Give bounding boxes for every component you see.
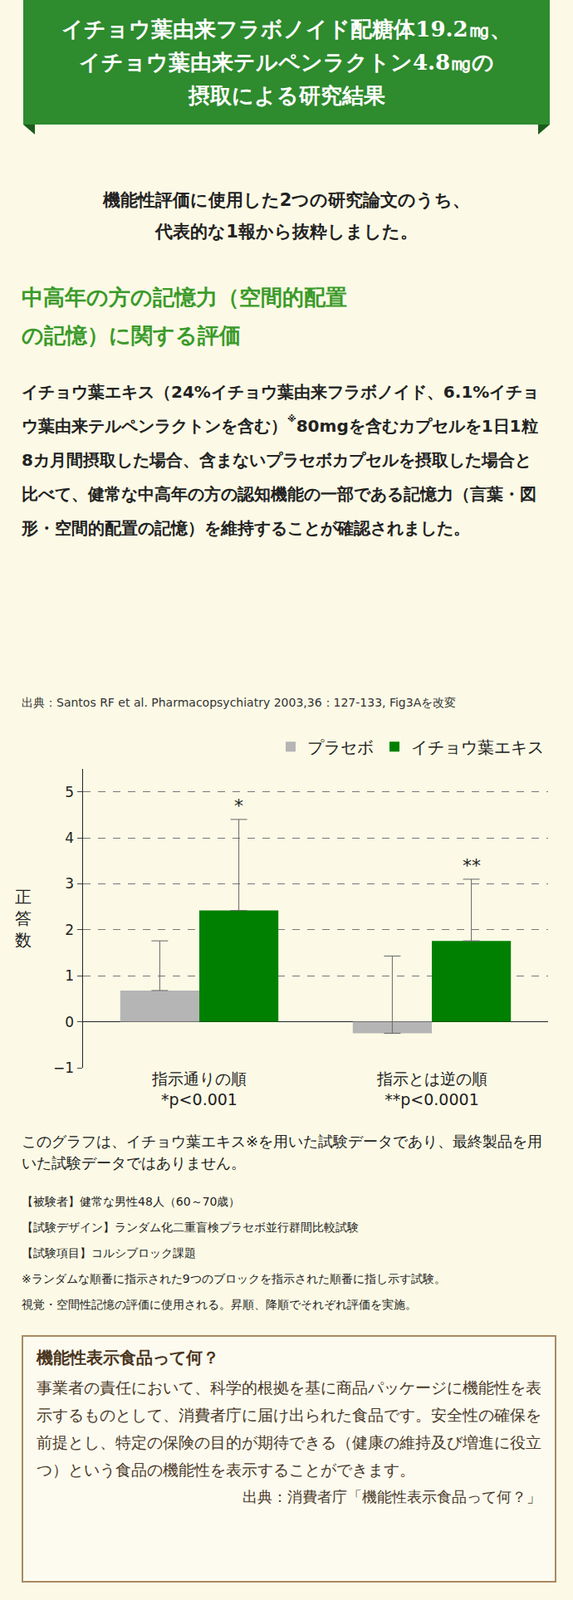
svg-text:5: 5 <box>64 783 74 801</box>
svg-text:2: 2 <box>64 921 74 939</box>
html-text:代表的な1報から抜粋しました。: 代表的な1報から抜粋しました。 <box>155 221 418 242</box>
html-text:事業者の責任において、科学的根拠を基に商品パッケージに機能性: 事業者の責任において、科学的根拠を基に商品パッケージに機能性を表示するものとして… <box>36 1379 542 1480</box>
svg-text:プラセボ: プラセボ <box>307 737 374 758</box>
svg-text:3: 3 <box>64 875 74 892</box>
html-text:出典：消費者庁「機能性表示食品って何？」: 出典：消費者庁「機能性表示食品って何？」 <box>242 1488 542 1506</box>
html-text:※ランダムな順番に指示された9つのブロックを指示された順番に: ※ランダムな順番に指示された9つのブロックを指示された順番に指し示す試験。 <box>21 1272 446 1286</box>
svg-text:*: * <box>234 795 244 817</box>
svg-text:1: 1 <box>64 967 74 985</box>
html-text:摂取による研究結果: 摂取による研究結果 <box>188 83 385 108</box>
html-text:イチョウ葉エキス（24%イチョウ葉由来フラボノイド、6.1%: イチョウ葉エキス（24%イチョウ葉由来フラボノイド、6.1%イチョウ葉由来テルペ… <box>21 382 540 539</box>
html-text:視覚・空間性記憶の評価に使用される。昇順、降順でそれぞれ評価: 視覚・空間性記憶の評価に使用される。昇順、降順でそれぞれ評価を実施。 <box>21 1297 417 1312</box>
html-text:の記憶）に関する評価: の記憶）に関する評価 <box>21 323 241 348</box>
html-text:機能性評価に使用した2つの研究論文のうち、: 機能性評価に使用した2つの研究論文のうち、 <box>102 190 471 211</box>
svg-text:指示とは逆の順**p<0.0001: 指示とは逆の順**p<0.0001 <box>376 1069 488 1109</box>
html-text:このグラフは、イチョウ葉エキス※を用いた試験データであり、最: このグラフは、イチョウ葉エキス※を用いた試験データであり、最終製品を用いた試験デ… <box>21 1132 543 1172</box>
svg-text:イチョウ葉エキス: イチョウ葉エキス <box>411 737 544 758</box>
html-text:イチョウ葉由来テルペンラクトン4.8㎎の: イチョウ葉由来テルペンラクトン4.8㎎の <box>78 49 495 75</box>
html-text:中高年の方の記憶力（空間的配置: 中高年の方の記憶力（空間的配置 <box>21 284 348 310</box>
html-text:イチョウ葉由来フラボノイド配糖体19.2㎎、: イチョウ葉由来フラボノイド配糖体19.2㎎、 <box>61 16 512 42</box>
html-text:出典：Santos RF et al. Pharmacops: 出典：Santos RF et al. Pharmacopsychiatry 2… <box>21 695 457 710</box>
svg-text:正答数: 正答数 <box>14 886 32 951</box>
html-text:【試験デザイン】ランダム化二重盲検プラセボ並行群間比較試験: 【試験デザイン】ランダム化二重盲検プラセボ並行群間比較試験 <box>21 1220 359 1235</box>
svg-text:−1: −1 <box>53 1059 74 1077</box>
svg-text:**: ** <box>462 855 481 877</box>
svg-text:4: 4 <box>64 829 74 847</box>
svg-text:指示通りの順*p<0.001: 指示通りの順*p<0.001 <box>151 1069 247 1109</box>
html-text:【被験者】健常な男性48人（60～70歳）: 【被験者】健常な男性48人（60～70歳） <box>21 1194 241 1209</box>
html-text:機能性表示食品って何？: 機能性表示食品って何？ <box>36 1347 220 1368</box>
html-text:【試験項目】コルシブロック課題: 【試験項目】コルシブロック課題 <box>21 1246 196 1260</box>
svg-text:0: 0 <box>64 1013 74 1031</box>
